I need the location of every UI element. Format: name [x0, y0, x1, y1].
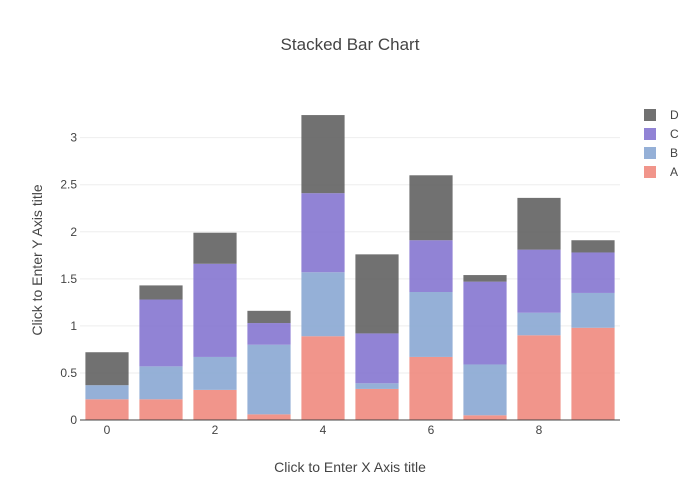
legend-label-B[interactable]: B — [670, 146, 678, 160]
legend-swatch-B[interactable] — [644, 147, 656, 159]
bar-B-6[interactable] — [409, 292, 453, 357]
bar-C-4[interactable] — [301, 193, 345, 273]
legend-swatch-D[interactable] — [644, 109, 656, 121]
x-axis-ticks: 0 2 4 6 8 — [104, 423, 543, 437]
bar-B-1[interactable] — [139, 366, 183, 400]
bar-D-1[interactable] — [139, 285, 183, 300]
bar-D-3[interactable] — [247, 310, 291, 324]
y-axis-ticks: 0 0.5 1 1.5 2 2.5 3 — [60, 131, 77, 427]
legend-swatch-A[interactable] — [644, 166, 656, 178]
bar-C-7[interactable] — [463, 281, 507, 365]
bar-C-5[interactable] — [355, 333, 399, 384]
bar-B-8[interactable] — [517, 312, 561, 336]
bar-B-5[interactable] — [355, 383, 399, 389]
legend-label-A[interactable]: A — [670, 165, 678, 179]
bar-C-9[interactable] — [571, 252, 615, 293]
y-tick-label-4: 2 — [70, 225, 77, 239]
bar-A-3[interactable] — [247, 414, 291, 420]
bar-B-3[interactable] — [247, 344, 291, 415]
y-tick-label-3: 1.5 — [60, 272, 77, 286]
bars — [85, 115, 615, 420]
legend-label-C[interactable]: C — [670, 127, 679, 141]
x-tick-label-1: 2 — [212, 423, 219, 437]
legend-label-D[interactable]: D — [670, 108, 679, 122]
y-tick-label-0: 0 — [70, 413, 77, 427]
bar-C-8[interactable] — [517, 249, 561, 313]
y-axis-title[interactable]: Click to Enter Y Axis title — [29, 184, 45, 335]
legend-swatch-C[interactable] — [644, 128, 656, 140]
bar-A-2[interactable] — [193, 389, 237, 420]
bar-A-7[interactable] — [463, 415, 507, 420]
bar-B-0[interactable] — [85, 385, 129, 400]
x-tick-label-0: 0 — [104, 423, 111, 437]
chart-title[interactable]: Stacked Bar Chart — [281, 35, 420, 54]
bar-D-4[interactable] — [301, 115, 345, 194]
x-tick-label-3: 6 — [428, 423, 435, 437]
bar-A-0[interactable] — [85, 399, 129, 420]
bar-D-5[interactable] — [355, 254, 399, 334]
bar-D-6[interactable] — [409, 175, 453, 241]
x-tick-label-2: 4 — [320, 423, 327, 437]
bar-A-6[interactable] — [409, 356, 453, 420]
y-tick-label-1: 0.5 — [60, 366, 77, 380]
bar-C-2[interactable] — [193, 263, 237, 357]
x-axis-title[interactable]: Click to Enter X Axis title — [274, 459, 426, 475]
y-tick-label-2: 1 — [70, 319, 77, 333]
bar-C-1[interactable] — [139, 299, 183, 367]
x-tick-label-4: 8 — [536, 423, 543, 437]
y-tick-label-6: 3 — [70, 131, 77, 145]
y-tick-label-5: 2.5 — [60, 178, 77, 192]
bar-A-1[interactable] — [139, 399, 183, 420]
bar-C-6[interactable] — [409, 240, 453, 292]
bar-A-5[interactable] — [355, 388, 399, 420]
bar-D-2[interactable] — [193, 232, 237, 264]
bar-C-3[interactable] — [247, 323, 291, 345]
bar-B-9[interactable] — [571, 292, 615, 328]
bar-B-4[interactable] — [301, 272, 345, 337]
bar-A-9[interactable] — [571, 327, 615, 420]
bar-D-0[interactable] — [85, 352, 129, 386]
bar-D-9[interactable] — [571, 240, 615, 253]
bar-B-7[interactable] — [463, 364, 507, 416]
bar-A-8[interactable] — [517, 335, 561, 420]
bar-D-7[interactable] — [463, 275, 507, 282]
bar-A-4[interactable] — [301, 336, 345, 420]
bar-B-2[interactable] — [193, 356, 237, 390]
bar-D-8[interactable] — [517, 197, 561, 250]
